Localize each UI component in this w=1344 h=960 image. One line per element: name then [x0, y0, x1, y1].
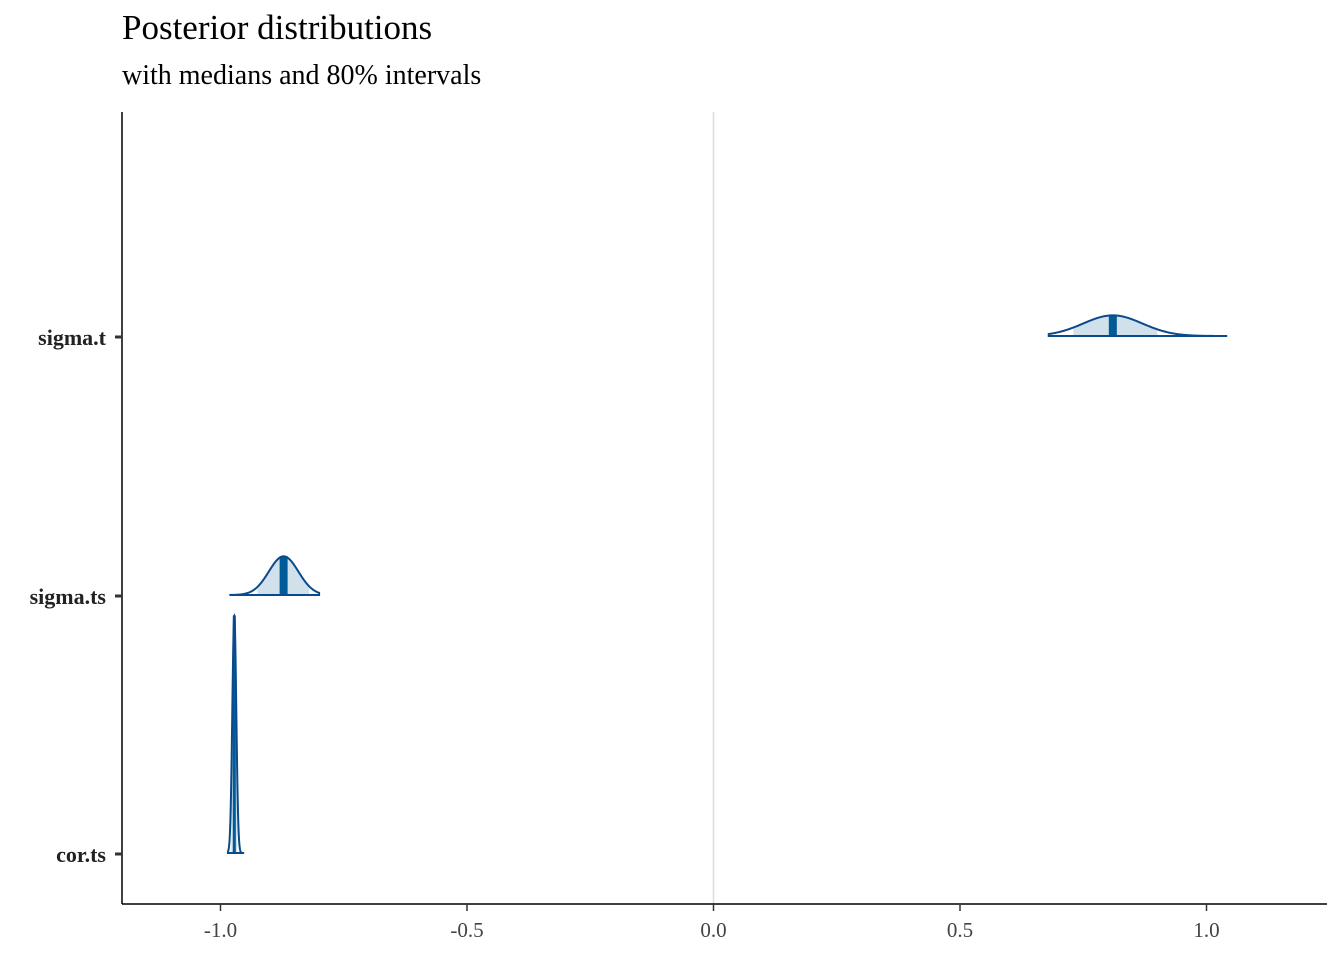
x-tick-label-0: -1.0 — [204, 918, 237, 942]
density-outline-sigma.ts — [229, 555, 321, 596]
y-tick-label-sigma.ts: sigma.ts — [30, 584, 107, 609]
y-tick-label-cor.ts: cor.ts — [56, 842, 106, 867]
x-tick-label-1: -0.5 — [450, 918, 483, 942]
y-tick-label-sigma.t: sigma.t — [38, 325, 107, 350]
density-outline-cor.ts — [226, 613, 245, 854]
x-tick-label-2: 0.0 — [700, 918, 726, 942]
ridge-sigma.t — [1047, 314, 1228, 337]
median-bar-cor.ts — [232, 615, 236, 853]
ridges-layer — [226, 314, 1228, 854]
ridge-sigma.ts — [229, 555, 321, 596]
ridge-cor.ts — [226, 613, 245, 854]
chart-title: Posterior distributions — [122, 8, 433, 47]
y-axis-ticks: sigma.t sigma.ts cor.ts — [30, 325, 122, 867]
x-tick-label-3: 0.5 — [947, 918, 973, 942]
density-outline-sigma.t — [1047, 314, 1228, 337]
chart-subtitle: with medians and 80% intervals — [122, 60, 482, 91]
x-tick-label-4: 1.0 — [1193, 918, 1219, 942]
median-bar-sigma.ts — [279, 556, 288, 595]
x-axis-ticks: -1.0 -0.5 0.0 0.5 1.0 — [204, 904, 1220, 942]
median-bar-sigma.t — [1108, 315, 1117, 336]
